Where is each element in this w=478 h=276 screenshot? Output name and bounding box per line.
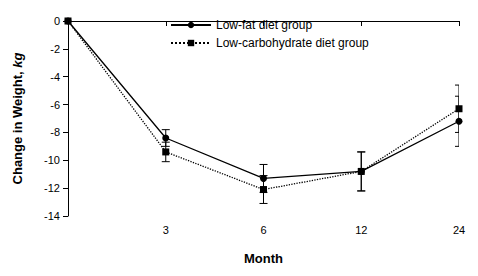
- svg-text:-14: -14: [44, 210, 60, 222]
- svg-text:24: 24: [453, 224, 465, 236]
- svg-text:-4: -4: [50, 71, 60, 83]
- svg-text:3: 3: [163, 224, 169, 236]
- svg-text:Month: Month: [244, 251, 283, 266]
- svg-text:-6: -6: [50, 99, 60, 111]
- svg-text:-10: -10: [44, 154, 60, 166]
- svg-text:-12: -12: [44, 182, 60, 194]
- svg-text:Low-carbohydrate diet group: Low-carbohydrate diet group: [216, 36, 369, 50]
- svg-text:Change in Weight,: Change in Weight,: [10, 68, 25, 185]
- svg-text:kg: kg: [10, 52, 25, 67]
- svg-text:12: 12: [355, 224, 367, 236]
- svg-text:-2: -2: [50, 43, 60, 55]
- svg-text:-8: -8: [50, 126, 60, 138]
- svg-text:6: 6: [260, 224, 266, 236]
- svg-text:Low-fat diet group: Low-fat diet group: [216, 18, 312, 32]
- svg-text:0: 0: [54, 15, 60, 27]
